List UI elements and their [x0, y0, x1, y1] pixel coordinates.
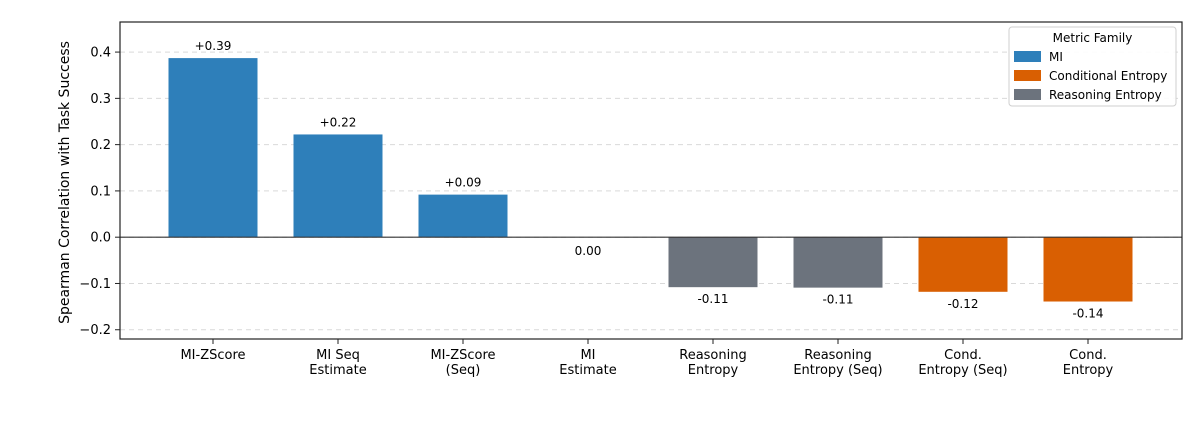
legend-swatch [1014, 89, 1041, 100]
x-tick-label: Reasoning [679, 348, 746, 363]
bar-value-label: -0.14 [1072, 307, 1103, 321]
legend: Metric Family MI Conditional Entropy Reason… [1008, 26, 1177, 107]
y-tick-label: 0.2 [90, 138, 111, 153]
bar [793, 237, 883, 288]
bar-value-label: +0.39 [195, 39, 232, 53]
legend-entry-label: Conditional Entropy [1049, 69, 1167, 83]
bar [168, 58, 258, 238]
bar-value-label: +0.09 [445, 176, 482, 190]
x-tick-label: Estimate [309, 363, 366, 378]
x-tick-label: MI-ZScore [180, 348, 245, 363]
bar [1043, 237, 1133, 302]
y-tick-label: 0.0 [90, 231, 111, 246]
y-tick-label: −0.2 [79, 323, 111, 338]
bar-value-label: 0.00 [575, 244, 602, 258]
bar [418, 194, 508, 238]
x-tick-label: Cond. [1069, 348, 1107, 363]
bar [918, 237, 1008, 292]
bar [668, 237, 758, 288]
y-axis: −0.2 −0.1 0.0 0.1 0.2 0.3 0.4 [79, 46, 120, 338]
x-tick-label: Reasoning [804, 348, 871, 363]
y-axis-title: Spearman Correlation with Task Success [57, 41, 73, 324]
legend-box [1008, 26, 1177, 107]
y-tick-label: 0.1 [90, 184, 111, 199]
x-tick-label: Estimate [559, 363, 616, 378]
bar-value-labels: +0.39 +0.22 +0.09 0.00 -0.11 -0.11 -0.12 -0.14 [195, 39, 1104, 320]
bar-value-label: -0.11 [822, 293, 853, 307]
x-tick-label: Entropy (Seq) [918, 363, 1007, 378]
plot-frame [119, 21, 1183, 340]
x-tick-label: (Seq) [446, 363, 481, 378]
x-tick-label: MI [580, 348, 595, 363]
y-tick-label: −0.1 [79, 277, 111, 292]
y-tick-label: 0.4 [90, 46, 111, 61]
y-tick-label: 0.3 [90, 92, 111, 107]
x-tick-label: MI Seq [316, 348, 360, 363]
legend-entry-label: Reasoning Entropy [1049, 88, 1162, 102]
bars [168, 58, 1133, 302]
x-tick-label: MI-ZScore [430, 348, 495, 363]
x-tick-label: Cond. [944, 348, 982, 363]
x-tick-label: Entropy (Seq) [793, 363, 882, 378]
legend-swatch [1014, 51, 1041, 62]
x-tick-label: Entropy [1063, 363, 1114, 378]
bar-value-label: -0.11 [697, 292, 728, 306]
bar [293, 134, 383, 238]
legend-swatch [1014, 70, 1041, 81]
x-tick-label: Entropy [688, 363, 739, 378]
bar-value-label: +0.22 [320, 115, 357, 129]
legend-title: Metric Family [1053, 31, 1133, 45]
x-axis: MI-ZScore MI SeqEstimateMI-ZScore(Seq)MIE… [180, 339, 1114, 378]
legend-entry-label: MI [1049, 50, 1063, 64]
bar-value-label: -0.12 [947, 297, 978, 311]
